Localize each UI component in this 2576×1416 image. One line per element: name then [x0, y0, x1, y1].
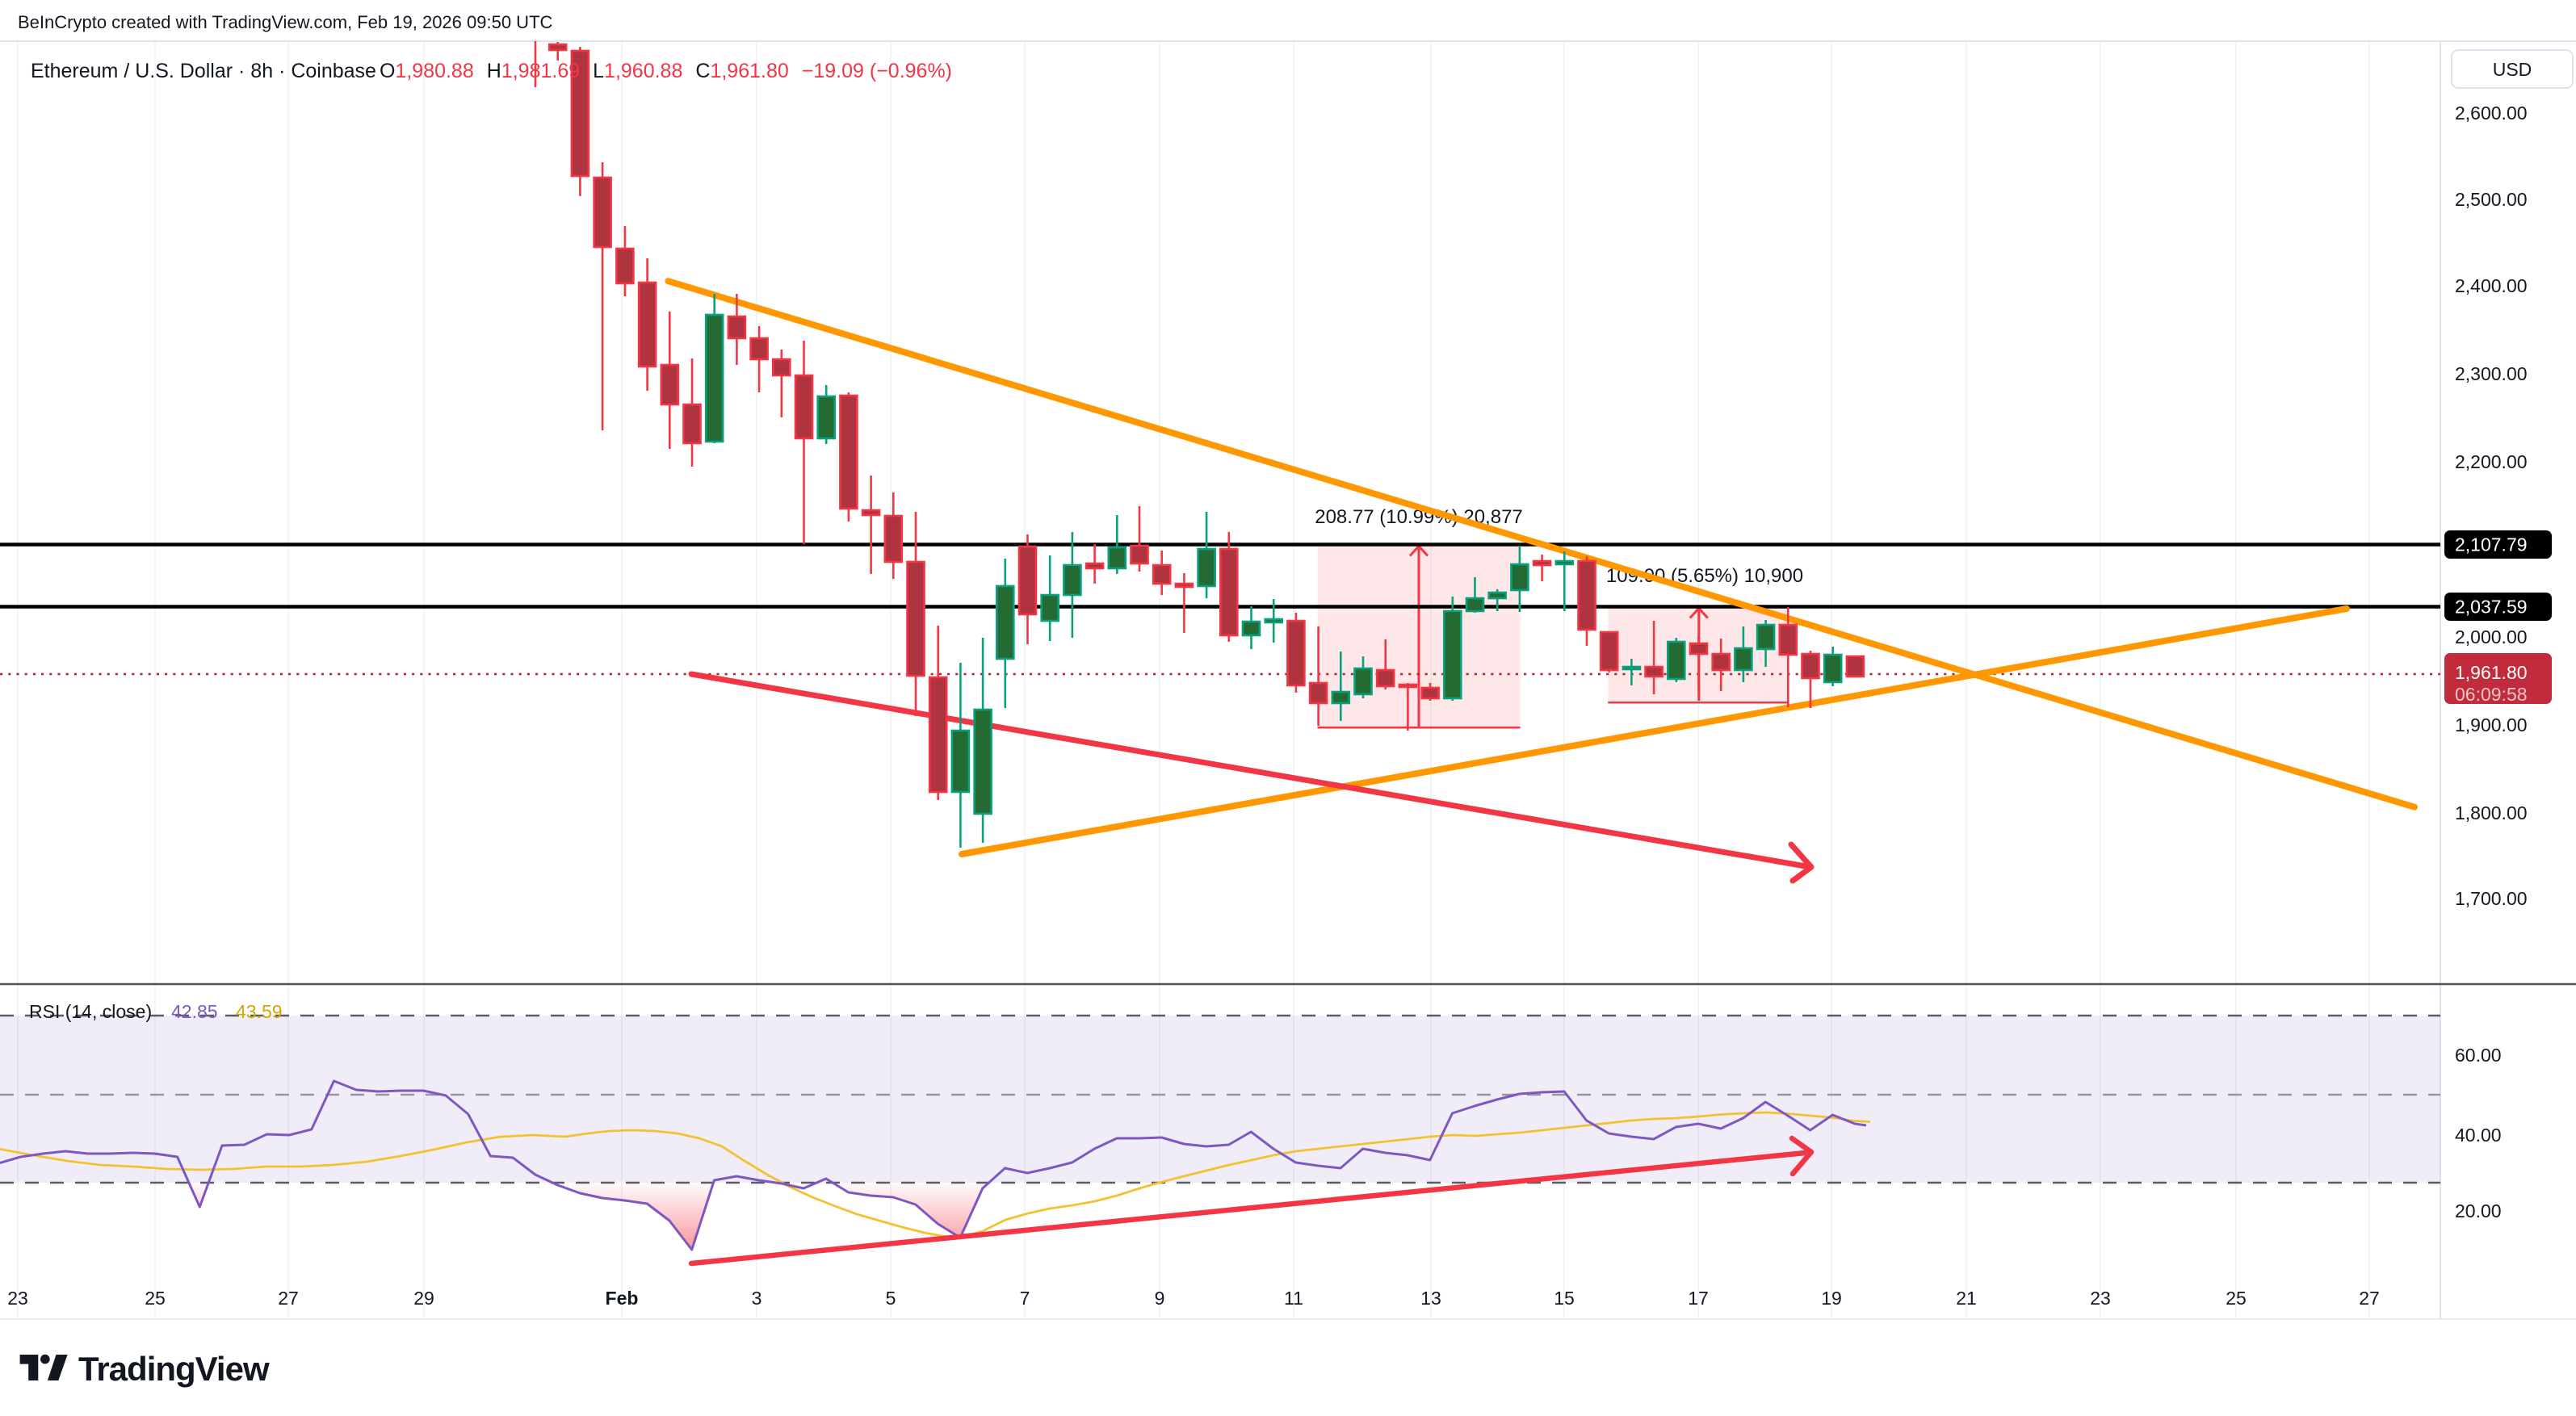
svg-text:17: 17 [1688, 1288, 1709, 1309]
svg-text:43.59: 43.59 [236, 1001, 283, 1022]
svg-text:21: 21 [1956, 1288, 1977, 1309]
svg-text:1,800.00: 1,800.00 [2455, 802, 2528, 823]
svg-text:Feb: Feb [606, 1288, 639, 1309]
svg-text:5: 5 [886, 1288, 896, 1309]
svg-text:Ethereum / U.S. Dollar · 8h ·: Ethereum / U.S. Dollar · 8h · Coinbase O1… [31, 60, 952, 82]
svg-text:USD: USD [2493, 59, 2532, 80]
svg-text:2,000.00: 2,000.00 [2455, 626, 2528, 647]
svg-text:13: 13 [1420, 1288, 1441, 1309]
svg-text:3: 3 [752, 1288, 762, 1309]
svg-text:TradingView: TradingView [78, 1350, 270, 1388]
svg-text:60.00: 60.00 [2455, 1045, 2502, 1066]
svg-text:2,500.00: 2,500.00 [2455, 189, 2528, 210]
svg-text:25: 25 [2226, 1288, 2247, 1309]
svg-text:BeInCrypto created with Tradin: BeInCrypto created with TradingView.com,… [18, 12, 553, 32]
svg-text:20.00: 20.00 [2455, 1200, 2502, 1221]
svg-text:25: 25 [145, 1288, 166, 1309]
svg-text:15: 15 [1554, 1288, 1575, 1309]
svg-text:23: 23 [7, 1288, 28, 1309]
svg-text:2,107.79: 2,107.79 [2455, 534, 2528, 555]
svg-text:40.00: 40.00 [2455, 1125, 2502, 1146]
svg-text:19: 19 [1821, 1288, 1842, 1309]
svg-text:RSI (14, close): RSI (14, close) [29, 1001, 152, 1022]
svg-text:11: 11 [1284, 1288, 1303, 1309]
svg-text:2,300.00: 2,300.00 [2455, 363, 2528, 384]
svg-text:1,700.00: 1,700.00 [2455, 888, 2528, 909]
svg-text:1,961.80: 1,961.80 [2455, 662, 2528, 683]
svg-text:29: 29 [413, 1288, 434, 1309]
svg-text:2,200.00: 2,200.00 [2455, 451, 2528, 472]
svg-text:7: 7 [1020, 1288, 1030, 1309]
svg-text:1,900.00: 1,900.00 [2455, 714, 2528, 735]
svg-text:2,600.00: 2,600.00 [2455, 103, 2528, 124]
svg-text:42.85: 42.85 [171, 1001, 218, 1022]
svg-text:2,037.59: 2,037.59 [2455, 597, 2528, 618]
svg-text:23: 23 [2090, 1288, 2111, 1309]
svg-text:2,400.00: 2,400.00 [2455, 275, 2528, 296]
svg-text:06:09:58: 06:09:58 [2455, 684, 2528, 705]
svg-text:27: 27 [2359, 1288, 2380, 1309]
svg-text:27: 27 [278, 1288, 299, 1309]
svg-text:9: 9 [1155, 1288, 1165, 1309]
svg-text:109.00 (5.65%) 10,900: 109.00 (5.65%) 10,900 [1606, 565, 1803, 587]
